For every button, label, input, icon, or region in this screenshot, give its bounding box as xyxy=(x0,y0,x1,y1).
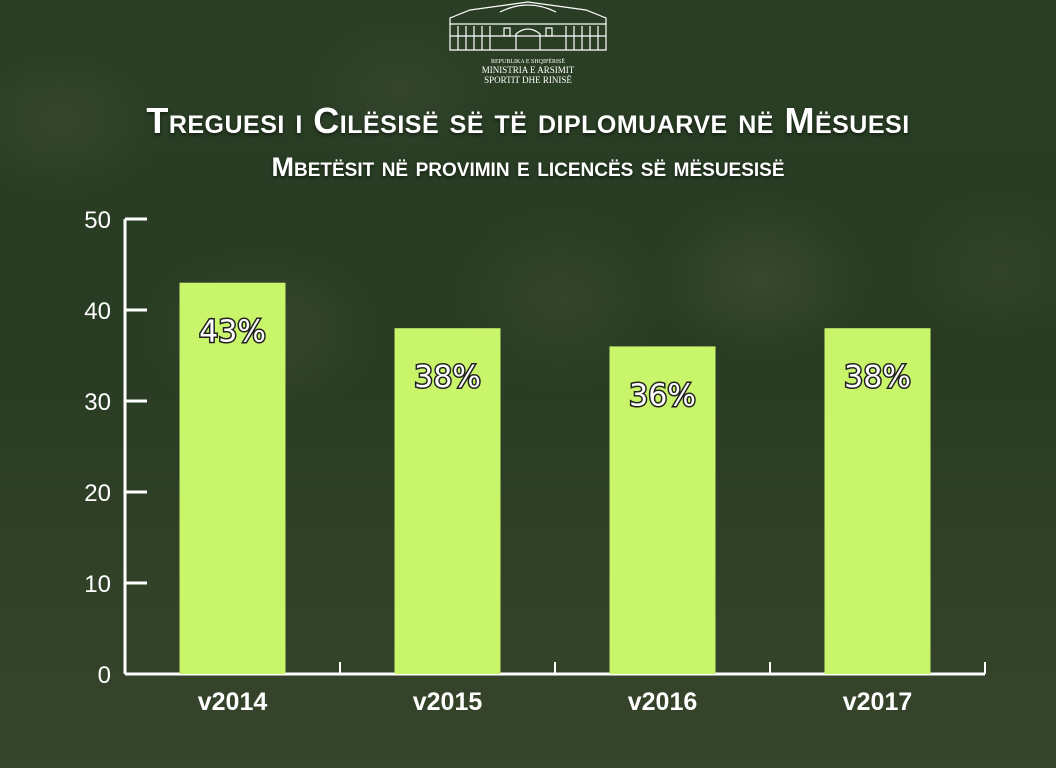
y-tick-label: 50 xyxy=(84,207,111,234)
y-tick-label: 30 xyxy=(84,389,111,416)
logo-line-2: MINISTRIA E ARSIMIT xyxy=(482,65,575,75)
bar xyxy=(824,328,931,674)
building-icon xyxy=(449,1,607,51)
y-tick-label: 0 xyxy=(98,662,111,689)
y-tick-label: 40 xyxy=(84,298,111,325)
bar xyxy=(609,346,716,674)
x-tick-label: v2014 xyxy=(198,688,268,716)
data-label: 38% xyxy=(414,360,481,395)
logo-line-1: REPUBLIKA E SHQIPËRISË xyxy=(491,58,565,65)
chart-subtitle: Mbetësit në provimin e licencës së mësue… xyxy=(271,152,785,182)
bar xyxy=(394,328,501,674)
data-label: 38% xyxy=(844,360,911,395)
y-tick-label: 20 xyxy=(84,480,111,507)
y-tick-label: 10 xyxy=(84,571,111,598)
x-tick-label: v2016 xyxy=(628,688,698,716)
ministry-logo: REPUBLIKA E SHQIPËRISË MINISTRIA E ARSIM… xyxy=(449,1,607,85)
chart-title: Treguesi i Cilësisë së të diplomuarve në… xyxy=(146,100,910,141)
bar xyxy=(179,282,286,674)
data-label: 43% xyxy=(199,315,266,350)
x-tick-label: v2015 xyxy=(413,688,483,716)
data-label: 36% xyxy=(629,378,696,413)
x-tick-label: v2017 xyxy=(843,688,913,716)
logo-line-3: SPORTIT DHE RINISË xyxy=(484,75,572,85)
